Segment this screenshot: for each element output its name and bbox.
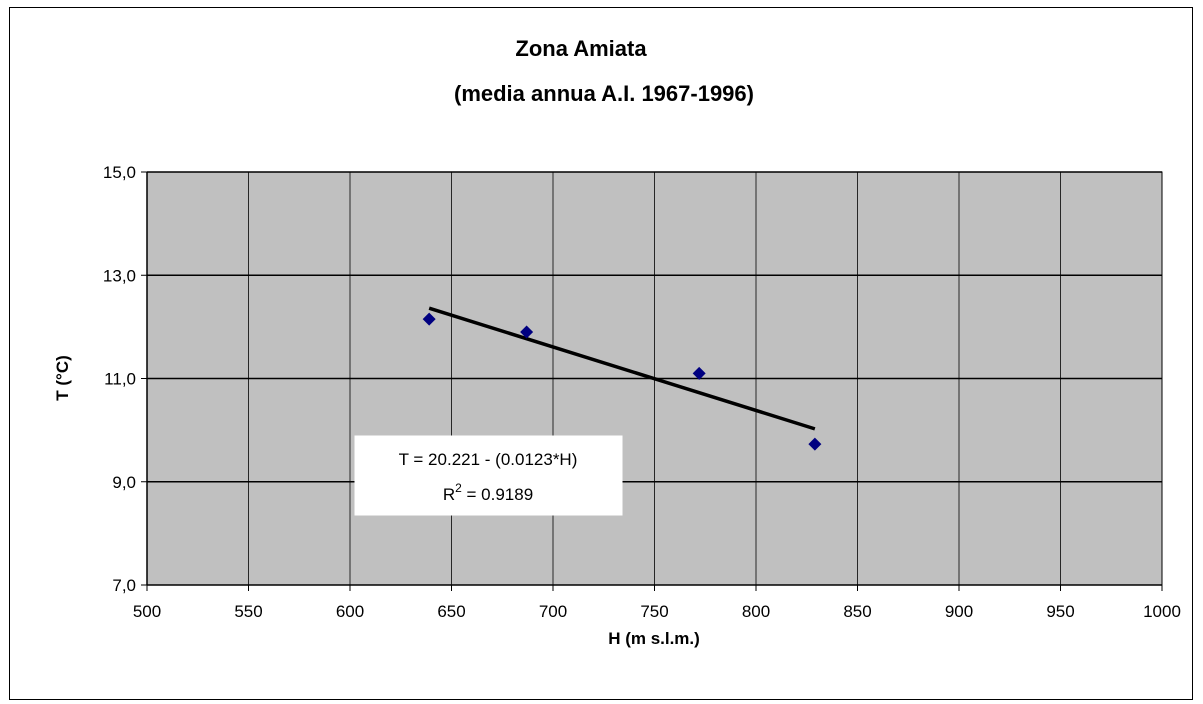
y-tick-label: 7,0	[112, 576, 136, 595]
y-tick-label: 9,0	[112, 473, 136, 492]
r-squared-sup: 2	[455, 481, 462, 495]
x-tick-label: 1000	[1143, 602, 1181, 621]
x-tick-label: 850	[843, 602, 871, 621]
ticks	[141, 171, 1163, 591]
r-squared-prefix: R	[443, 485, 455, 504]
y-tick-labels: 7,0 9,0 11,0 13,0 15,0	[103, 163, 136, 595]
annotation-box	[354, 435, 623, 516]
x-tick-label: 700	[539, 602, 567, 621]
r-squared-value: = 0.9189	[462, 485, 533, 504]
chart-subtitle: (media annua A.I. 1967-1996)	[454, 81, 754, 106]
x-tick-label: 550	[234, 602, 262, 621]
x-tick-label: 650	[437, 602, 465, 621]
x-tick-label: 800	[742, 602, 770, 621]
x-axis-title: H (m s.l.m.)	[608, 629, 700, 648]
regression-annotation: T = 20.221 - (0.0123*H) R2 = 0.9189	[354, 435, 623, 516]
trendline	[428, 306, 816, 431]
data-points	[422, 312, 822, 451]
data-point-marker	[692, 366, 706, 380]
equation-label: T = 20.221 - (0.0123*H)	[399, 450, 578, 469]
y-tick-label: 13,0	[103, 266, 136, 285]
x-tick-label: 900	[945, 602, 973, 621]
y-tick-label: 11,0	[104, 370, 136, 389]
y-tick-label: 15,0	[103, 163, 136, 182]
x-tick-label: 950	[1046, 602, 1074, 621]
y-axis-title: T (°C)	[53, 355, 72, 401]
x-tick-label: 500	[133, 602, 161, 621]
chart-title: Zona Amiata	[515, 36, 647, 61]
x-tick-label: 600	[336, 602, 364, 621]
x-tick-label: 750	[640, 602, 668, 621]
x-tick-labels: 500 550 600 650 700 750 800 850 900 950 1000	[133, 602, 1181, 621]
r-squared-label: R2 = 0.9189	[443, 481, 533, 504]
data-point-marker	[422, 312, 436, 326]
data-point-marker	[808, 437, 822, 451]
data-point-marker	[520, 325, 534, 339]
